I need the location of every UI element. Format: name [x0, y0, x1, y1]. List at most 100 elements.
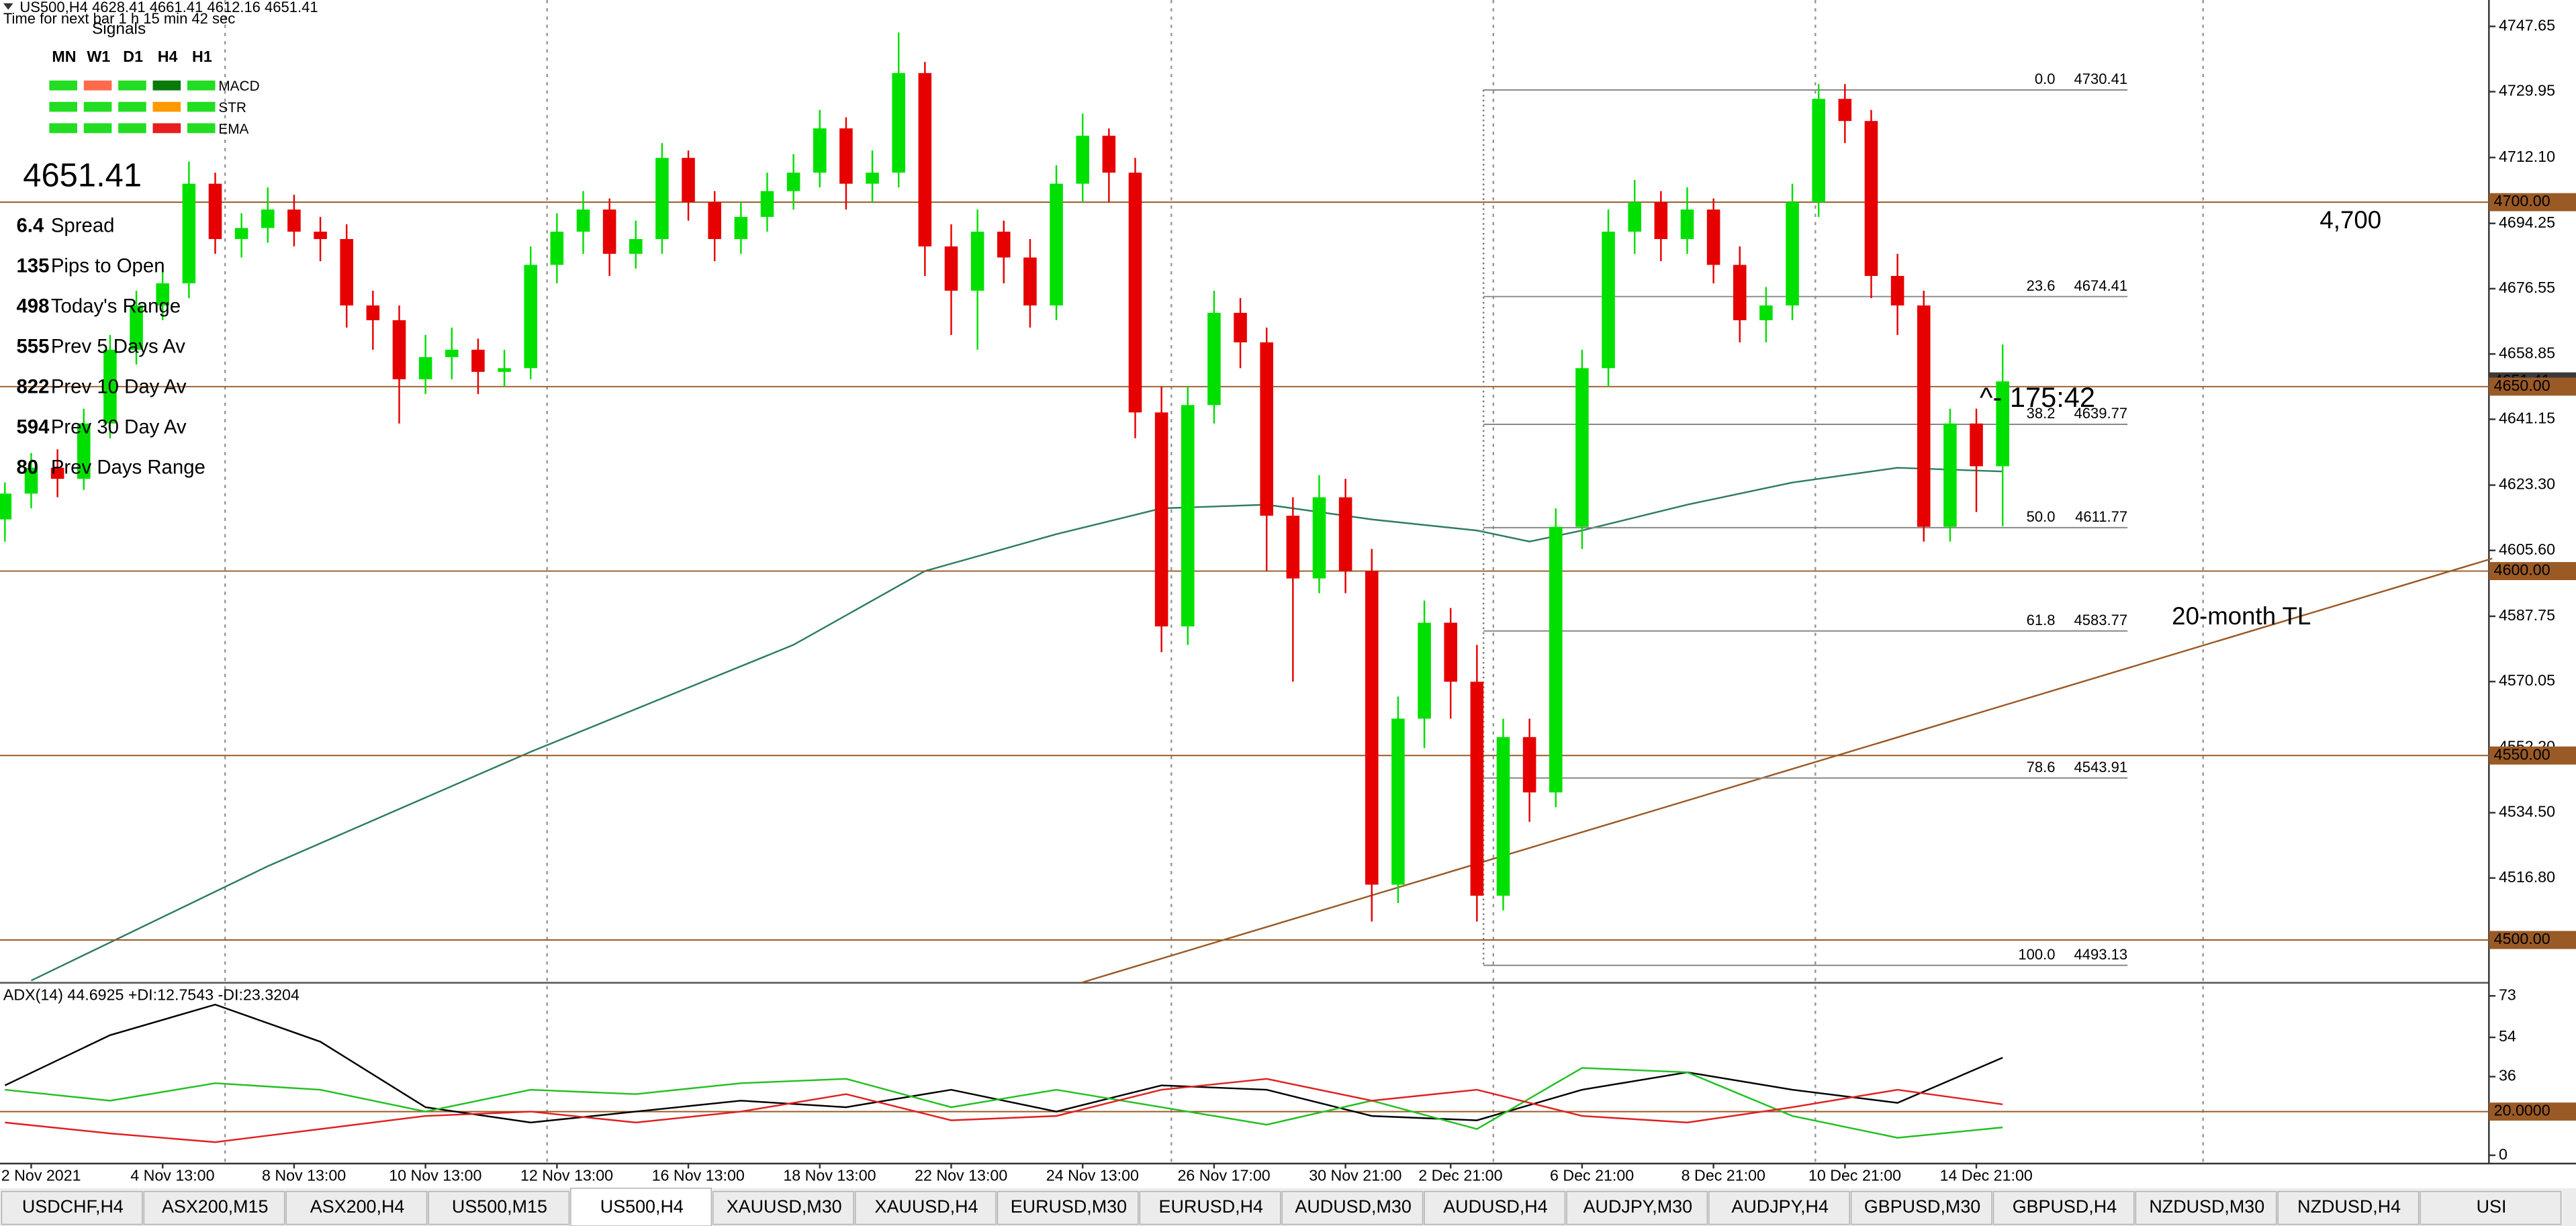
level-box	[2489, 931, 2576, 949]
tab-label[interactable]: EURUSD,M30	[1011, 1196, 1127, 1217]
tab[interactable]	[570, 1187, 712, 1226]
x-tick-label: 10 Dec 21:00	[1808, 1167, 1901, 1184]
tab[interactable]	[285, 1190, 428, 1225]
candle	[1365, 549, 1379, 922]
candle-body	[1943, 423, 1957, 527]
tab-label[interactable]: XAUUSD,M30	[727, 1196, 842, 1217]
candle	[682, 150, 695, 221]
candle-body	[1628, 202, 1641, 232]
tab[interactable]	[2277, 1190, 2420, 1225]
countdown: ^- 175:42	[1980, 381, 2095, 413]
y-tick-label: 4747.65	[2499, 16, 2555, 34]
candle-body	[340, 239, 353, 305]
tab[interactable]	[1424, 1190, 1566, 1225]
signal-name: EMA	[218, 122, 248, 137]
tab-label[interactable]: ASX200,M15	[162, 1196, 269, 1217]
candle-body	[1076, 136, 1089, 184]
x-tick-label: 26 Nov 17:00	[1177, 1167, 1270, 1184]
candle	[1628, 180, 1641, 254]
candle	[1207, 290, 1221, 424]
tab-label[interactable]: GBPUSD,M30	[1864, 1196, 1980, 1217]
candle-body	[1418, 622, 1431, 719]
candle-body	[1733, 265, 1747, 320]
tab[interactable]	[1281, 1190, 1424, 1225]
candle-body	[1154, 412, 1168, 626]
x-tick-label: 24 Nov 13:00	[1046, 1167, 1139, 1184]
y-tick-label: 4516.80	[2499, 868, 2555, 886]
tab-label[interactable]: USDCHF,H4	[22, 1196, 124, 1217]
level-label: 20.0000	[2494, 1102, 2550, 1119]
candle-body	[760, 191, 774, 218]
tab-label[interactable]: NZDUSD,M30	[2149, 1196, 2264, 1217]
signal-block	[49, 123, 77, 134]
tab[interactable]	[1708, 1190, 1850, 1225]
tab-label[interactable]: USI	[2477, 1196, 2507, 1217]
tab-label[interactable]: AUDJPY,M30	[1583, 1196, 1692, 1217]
tab[interactable]	[428, 1190, 570, 1225]
tab-label[interactable]: AUDUSD,H4	[1443, 1196, 1547, 1217]
candle	[1496, 718, 1510, 911]
candle	[786, 154, 800, 210]
y-tick-label: 4605.60	[2499, 540, 2555, 558]
candle-body	[1023, 257, 1037, 305]
tab[interactable]	[2135, 1190, 2277, 1225]
y-tick-label: 4570.05	[2499, 671, 2555, 689]
candle-body	[1286, 516, 1300, 579]
candle	[1575, 349, 1589, 549]
tab-label[interactable]: GBPUSD,H4	[2013, 1196, 2117, 1217]
candle	[1312, 475, 1326, 594]
plot: 4747.65 4729.95 4712.10 4694.25 4676.55 4658.…	[0, 16, 2576, 1184]
candle	[1418, 600, 1431, 749]
tab[interactable]	[1992, 1190, 2135, 1225]
tab[interactable]	[1139, 1190, 1281, 1225]
tab[interactable]	[712, 1190, 854, 1225]
tab[interactable]	[143, 1190, 285, 1225]
tab[interactable]	[1850, 1190, 1992, 1225]
candle-body	[287, 209, 301, 232]
candle	[970, 209, 984, 350]
tab-label[interactable]: XAUUSD,H4	[875, 1196, 978, 1217]
candle-body	[1391, 718, 1405, 885]
tab-label[interactable]: AUDJPY,H4	[1731, 1196, 1829, 1217]
signal-name: STR	[218, 100, 246, 115]
tab-label[interactable]: AUDUSD,M30	[1295, 1196, 1411, 1217]
candle	[734, 202, 748, 254]
tab[interactable]	[2420, 1190, 2562, 1225]
candle	[550, 213, 564, 283]
candle	[655, 143, 669, 254]
candle	[234, 213, 248, 258]
candle	[1654, 191, 1668, 262]
candle	[760, 173, 774, 232]
candle-body	[1575, 368, 1589, 527]
candle	[997, 220, 1011, 283]
fib-ratio: 50.0	[2027, 508, 2056, 525]
tab-label[interactable]: EURUSD,H4	[1159, 1196, 1263, 1217]
candle	[708, 191, 721, 262]
tab[interactable]	[997, 1190, 1139, 1225]
tab[interactable]	[1566, 1190, 1708, 1225]
candle-body	[1128, 173, 1142, 413]
candle	[182, 161, 196, 298]
tab[interactable]	[1, 1190, 143, 1225]
tab-label[interactable]: NZDUSD,H4	[2297, 1196, 2401, 1217]
tab-label[interactable]: US500,H4	[600, 1196, 684, 1217]
candle	[392, 305, 406, 424]
candle-body	[1549, 526, 1563, 793]
stat-label: Pips to Open	[51, 254, 165, 277]
candle	[1943, 408, 1957, 542]
stat-label: Prev 10 Day Av	[51, 375, 187, 397]
tab-label[interactable]: ASX200,H4	[310, 1196, 405, 1217]
adx-series	[4, 1003, 2003, 1124]
signal-name: MACD	[218, 79, 259, 94]
fib-price: 4730.41	[2074, 70, 2128, 87]
tab[interactable]	[854, 1190, 997, 1225]
candle	[1786, 183, 1799, 320]
tab-label[interactable]: US500,M15	[452, 1196, 547, 1217]
level-label: 4550.00	[2494, 745, 2550, 763]
candle-body	[103, 349, 117, 424]
timeframe: H1	[192, 48, 212, 65]
candle-body	[1759, 305, 1773, 320]
candle	[50, 449, 64, 498]
